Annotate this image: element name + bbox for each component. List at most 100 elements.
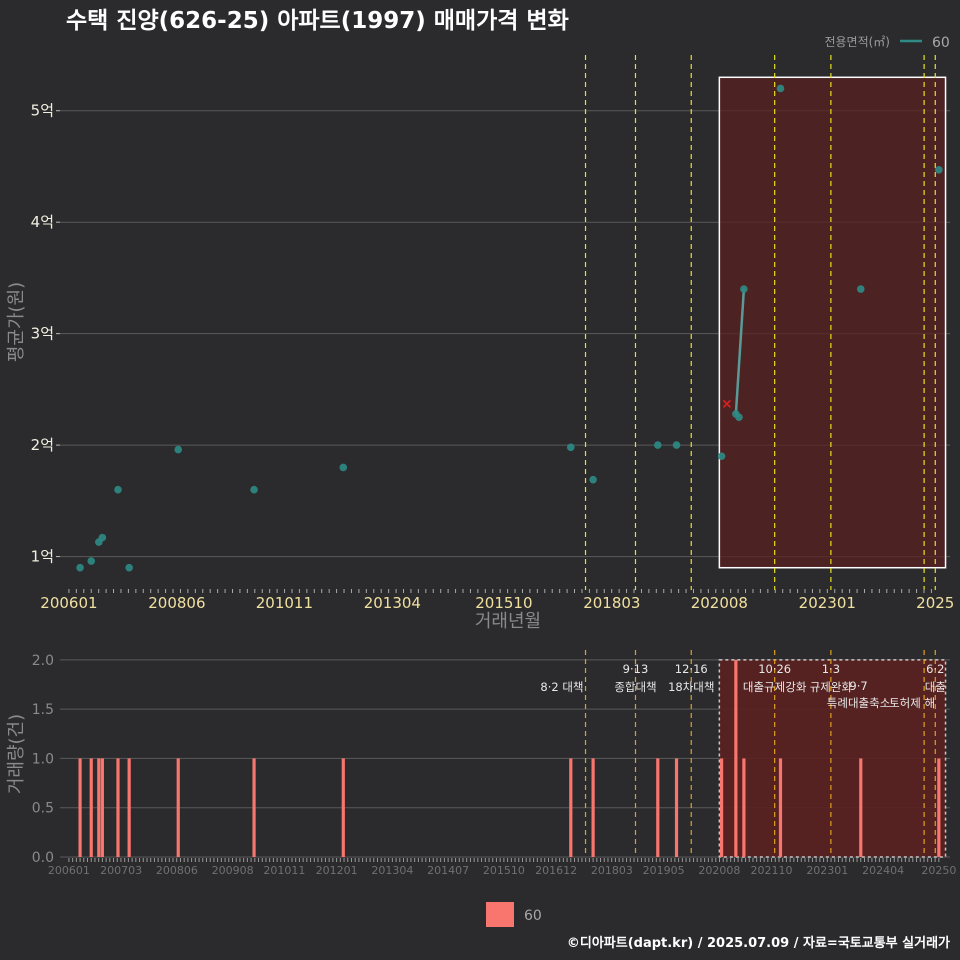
volume-bar (89, 758, 93, 857)
volume-xtick-label: 201201 (316, 864, 358, 877)
price-point (250, 485, 258, 494)
policy-annotation-date: 10·26 (758, 662, 791, 676)
legend-entry-60: 60 (932, 35, 950, 51)
caption: ©디아파트(dapt.kr) / 2025.07.09 / 자료=국토교통부 실… (567, 935, 950, 951)
volume-bar (742, 758, 746, 857)
volume-xtick-label: 200601 (48, 864, 90, 877)
price-point (114, 485, 122, 494)
price-xtick-label: 201510 (475, 594, 532, 612)
bar-legend-swatch (486, 902, 514, 927)
policy-annotation-date: 1·3 (822, 662, 840, 676)
volume-bar (78, 758, 82, 857)
volume-ytick-label: 0.0 (32, 850, 54, 866)
volume-xtick-label: 202110 (751, 864, 793, 877)
volume-bar (127, 758, 131, 857)
policy-annotation-text: 대출 (925, 680, 946, 694)
volume-bar (116, 758, 120, 857)
policy-annotation-text: 규제완화 (810, 680, 853, 694)
volume-xtick-label: 201510 (483, 864, 525, 877)
volume-xtick-label: 201011 (263, 864, 305, 877)
volume-bar (859, 758, 863, 857)
volume-bar (100, 758, 104, 857)
volume-xtick-label: 201905 (643, 864, 685, 877)
price-xtick-label: 200806 (148, 594, 205, 612)
price-point (125, 563, 133, 572)
volume-xtick-label: 202008 (698, 864, 740, 877)
volume-xtick-label: 201407 (427, 864, 469, 877)
volume-xtick-label: 202404 (862, 864, 904, 877)
policy-annotation-date: 12·16 (675, 662, 708, 676)
price-xtick-label: 200601 (40, 594, 97, 612)
price-xtick-label: 201803 (583, 594, 640, 612)
price-series-line (734, 288, 746, 414)
price-xtick-label: 2025 (916, 594, 954, 612)
price-point (735, 413, 743, 422)
bar-legend-entry-60: 60 (524, 908, 542, 924)
volume-xtick-label: 200806 (156, 864, 198, 877)
volume-ytick-label: 1.0 (32, 751, 54, 767)
price-ytick-label: 1억 (31, 548, 54, 566)
volume-bar (591, 758, 595, 857)
price-point (717, 452, 726, 461)
volume-ytick-label: 1.5 (32, 702, 54, 718)
price-point (87, 557, 96, 565)
volume-bar (97, 758, 101, 857)
price-xtick-label: 201011 (256, 594, 313, 612)
policy-annotation-text: 대출규제강화 (743, 680, 807, 694)
volume-bar (674, 758, 679, 857)
volume-bar (719, 758, 724, 857)
legend-title: 전용면적(㎡) (824, 35, 890, 49)
price-ytick-label: 5억 (31, 102, 54, 120)
volume-ytick-label: 0.5 (32, 801, 54, 817)
price-point (339, 463, 348, 472)
price-ytick-label: 2억 (31, 436, 54, 454)
cancelled-x-stroke (722, 399, 732, 408)
policy-annotation-text: 토허제 해 (889, 696, 935, 710)
cancelled-deal-marker (722, 399, 732, 408)
price-ytick-label: 4억 (31, 213, 54, 231)
price-point (174, 445, 183, 454)
price-x-axis-title: 거래년월 (475, 611, 541, 632)
policy-annotation-date: 9·13 (623, 662, 649, 676)
policy-annotation-date: 9·7 (849, 679, 867, 693)
chart-title: 수택 진양(626-25) 아파트(1997) 매매가격 변화 (66, 8, 569, 34)
price-point (776, 84, 785, 93)
price-highlight-box (718, 76, 947, 569)
volume-xtick-label: 202301 (806, 864, 848, 877)
volume-xtick-label: 20250 (921, 864, 956, 877)
volume-bar (252, 758, 256, 857)
price-point (76, 563, 84, 572)
volume-highlight-box (718, 659, 947, 858)
price-point (740, 285, 748, 293)
volume-bar (937, 758, 941, 857)
policy-annotation-text: 특례대출축소 (827, 696, 890, 710)
policy-annotation-text: 8·2 대책 (540, 680, 583, 694)
volume-xtick-label: 200703 (100, 864, 142, 877)
price-y-axis-title: 평균가(원) (6, 282, 27, 362)
price-point (567, 443, 575, 452)
volume-xtick-label: 201304 (371, 864, 413, 877)
volume-xtick-label: 201612 (535, 864, 577, 877)
policy-annotation-text: 종합대책 (614, 680, 656, 694)
volume-bar (176, 758, 180, 857)
price-point (935, 166, 943, 174)
volume-ytick-label: 2.0 (32, 653, 54, 669)
volume-bar (734, 659, 738, 857)
volume-xtick-label: 201803 (591, 864, 633, 877)
volume-bar (569, 758, 573, 857)
policy-annotation-date: 6·2 (926, 662, 944, 676)
price-ytick-label: 3억 (31, 325, 54, 343)
price-point (672, 441, 681, 449)
policy-annotation-text: 18차대책 (668, 680, 714, 694)
price-point (98, 533, 107, 542)
volume-xtick-label: 200908 (212, 864, 254, 877)
price-point (653, 441, 662, 449)
volume-y-axis-title: 거래량(건) (6, 714, 27, 794)
price-xtick-label: 202008 (691, 594, 748, 612)
price-xtick-label: 201304 (364, 594, 421, 612)
price-point (589, 475, 597, 484)
price-panel: 1억 2억 3억 4억 5억 200601 200806 201011 201304 201510… (6, 55, 954, 632)
price-xtick-label: 202301 (799, 594, 856, 612)
